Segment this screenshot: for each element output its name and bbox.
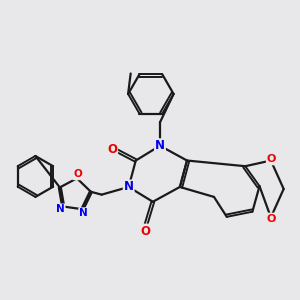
Text: N: N <box>79 208 88 218</box>
Text: N: N <box>124 181 134 194</box>
Text: O: O <box>267 214 276 224</box>
Text: N: N <box>56 204 65 214</box>
Text: O: O <box>267 154 276 164</box>
Text: N: N <box>155 139 165 152</box>
Text: O: O <box>107 143 117 156</box>
Text: O: O <box>73 169 82 179</box>
Text: O: O <box>141 225 151 238</box>
